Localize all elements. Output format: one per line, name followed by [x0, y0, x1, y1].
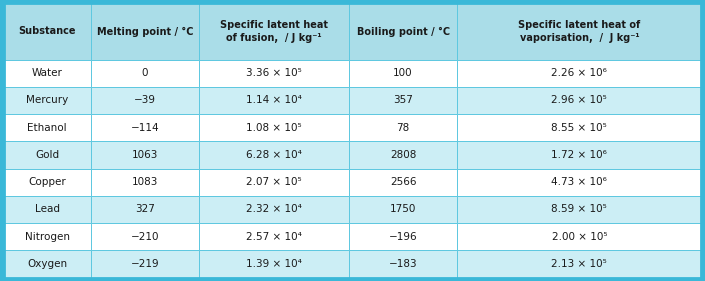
- Text: 327: 327: [135, 205, 155, 214]
- Bar: [199, 196, 349, 223]
- Bar: [199, 60, 349, 87]
- Text: −219: −219: [130, 259, 159, 269]
- Bar: [91, 87, 199, 114]
- Text: Nitrogen: Nitrogen: [25, 232, 70, 242]
- Bar: [91, 196, 199, 223]
- Text: 8.59 × 10⁵: 8.59 × 10⁵: [551, 205, 607, 214]
- Text: 4.73 × 10⁶: 4.73 × 10⁶: [551, 177, 607, 187]
- Text: Boiling point / °C: Boiling point / °C: [357, 26, 450, 37]
- Text: −196: −196: [388, 232, 417, 242]
- Bar: [458, 87, 701, 114]
- Text: Ethanol: Ethanol: [27, 123, 67, 133]
- Bar: [91, 60, 199, 87]
- Bar: [458, 141, 701, 169]
- Bar: [199, 3, 349, 60]
- Text: 2808: 2808: [390, 150, 416, 160]
- Text: 2.32 × 10⁴: 2.32 × 10⁴: [246, 205, 302, 214]
- Bar: [91, 141, 199, 169]
- Text: 100: 100: [393, 68, 413, 78]
- Text: 1750: 1750: [390, 205, 416, 214]
- Bar: [199, 223, 349, 250]
- Text: 1.72 × 10⁶: 1.72 × 10⁶: [551, 150, 607, 160]
- Text: Gold: Gold: [35, 150, 59, 160]
- Bar: [349, 250, 458, 278]
- Bar: [4, 60, 91, 87]
- Bar: [4, 169, 91, 196]
- Bar: [458, 114, 701, 141]
- Text: −210: −210: [130, 232, 159, 242]
- Bar: [199, 169, 349, 196]
- Text: 2.00 × 10⁵: 2.00 × 10⁵: [551, 232, 607, 242]
- Text: 3.36 × 10⁵: 3.36 × 10⁵: [246, 68, 302, 78]
- Text: Lead: Lead: [35, 205, 60, 214]
- Bar: [199, 250, 349, 278]
- Bar: [349, 196, 458, 223]
- Text: 8.55 × 10⁵: 8.55 × 10⁵: [551, 123, 607, 133]
- Bar: [4, 114, 91, 141]
- Bar: [458, 169, 701, 196]
- Bar: [199, 141, 349, 169]
- Bar: [4, 196, 91, 223]
- Bar: [458, 3, 701, 60]
- Text: 78: 78: [396, 123, 410, 133]
- Bar: [349, 87, 458, 114]
- Bar: [199, 114, 349, 141]
- Text: 1.14 × 10⁴: 1.14 × 10⁴: [246, 96, 302, 105]
- Bar: [458, 60, 701, 87]
- Text: −39: −39: [134, 96, 156, 105]
- Text: 2566: 2566: [390, 177, 417, 187]
- Text: Mercury: Mercury: [26, 96, 68, 105]
- Bar: [91, 3, 199, 60]
- Bar: [91, 223, 199, 250]
- Text: 2.26 × 10⁶: 2.26 × 10⁶: [551, 68, 607, 78]
- Bar: [458, 250, 701, 278]
- Bar: [349, 3, 458, 60]
- Text: Substance: Substance: [18, 26, 76, 37]
- Bar: [349, 169, 458, 196]
- Text: −114: −114: [130, 123, 159, 133]
- Bar: [458, 196, 701, 223]
- Text: Oxygen: Oxygen: [27, 259, 67, 269]
- Text: Water: Water: [32, 68, 63, 78]
- Bar: [349, 114, 458, 141]
- Text: Melting point / °C: Melting point / °C: [97, 26, 193, 37]
- Bar: [4, 223, 91, 250]
- Text: 1.39 × 10⁴: 1.39 × 10⁴: [246, 259, 302, 269]
- Text: Specific latent heat
of fusion,  / J kg⁻¹: Specific latent heat of fusion, / J kg⁻¹: [220, 20, 328, 43]
- Bar: [91, 250, 199, 278]
- Text: 2.07 × 10⁵: 2.07 × 10⁵: [246, 177, 302, 187]
- Bar: [349, 60, 458, 87]
- Text: 2.57 × 10⁴: 2.57 × 10⁴: [246, 232, 302, 242]
- Text: 2.96 × 10⁵: 2.96 × 10⁵: [551, 96, 607, 105]
- Bar: [91, 169, 199, 196]
- Text: 1063: 1063: [132, 150, 158, 160]
- Bar: [349, 141, 458, 169]
- Text: 1.08 × 10⁵: 1.08 × 10⁵: [246, 123, 302, 133]
- Text: Copper: Copper: [28, 177, 66, 187]
- Bar: [458, 223, 701, 250]
- Bar: [4, 3, 91, 60]
- Bar: [4, 250, 91, 278]
- Text: 1083: 1083: [132, 177, 158, 187]
- Bar: [91, 114, 199, 141]
- Text: 6.28 × 10⁴: 6.28 × 10⁴: [246, 150, 302, 160]
- Bar: [349, 223, 458, 250]
- Text: −183: −183: [388, 259, 417, 269]
- Text: 0: 0: [142, 68, 148, 78]
- Text: 2.13 × 10⁵: 2.13 × 10⁵: [551, 259, 607, 269]
- Text: Specific latent heat of
vaporisation,  /  J kg⁻¹: Specific latent heat of vaporisation, / …: [518, 20, 640, 43]
- Bar: [199, 87, 349, 114]
- Text: 357: 357: [393, 96, 413, 105]
- Bar: [4, 141, 91, 169]
- Bar: [4, 87, 91, 114]
